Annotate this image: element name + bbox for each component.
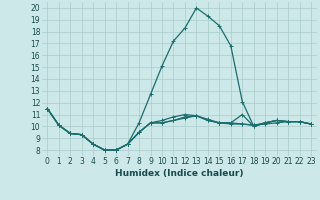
- X-axis label: Humidex (Indice chaleur): Humidex (Indice chaleur): [115, 169, 244, 178]
